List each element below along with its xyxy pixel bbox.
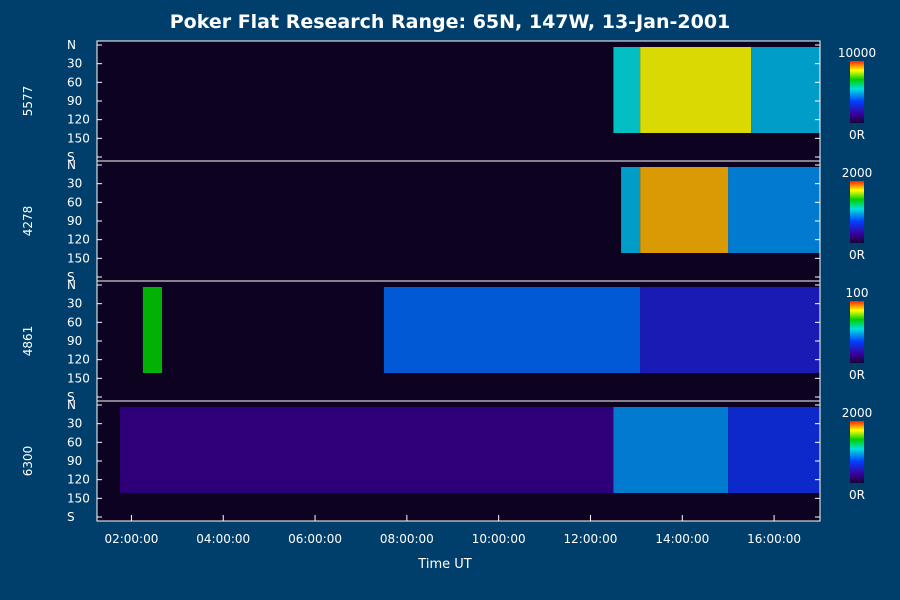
- y-tick-label: 60: [67, 195, 82, 209]
- emission-region: [640, 47, 752, 133]
- y-tick-label: S: [67, 510, 75, 524]
- y-tick-label: 150: [67, 491, 90, 505]
- chart-title: Poker Flat Research Range: 65N, 147W, 13…: [170, 11, 731, 33]
- panels-group: N 30 60 90 120 150 S 5577 10000 0R N 30 60 90 120 150 S 4…: [21, 38, 876, 524]
- y-tick-label: 90: [67, 94, 82, 108]
- y-tick-label: S: [67, 390, 75, 404]
- x-axis-label: Time UT: [417, 557, 471, 572]
- y-tick-label: 120: [67, 353, 90, 367]
- emission-region: [751, 47, 820, 133]
- y-tick-label: 30: [67, 297, 82, 311]
- y-tick-label: 120: [67, 113, 90, 127]
- y-tick-label: 90: [67, 214, 82, 228]
- colorbar: [850, 301, 864, 363]
- y-tick-label: 30: [67, 57, 82, 71]
- y-tick-label: 30: [67, 417, 82, 431]
- colorbar-min-label: 0R: [849, 128, 865, 142]
- emission-region: [383, 287, 641, 373]
- emission-region: [621, 167, 641, 253]
- colorbar: [850, 181, 864, 243]
- colorbar: [850, 421, 864, 483]
- emission-region: [119, 407, 614, 493]
- y-tick-label: 90: [67, 334, 82, 348]
- colorbar: [850, 61, 864, 123]
- y-tick-label: 120: [67, 233, 90, 247]
- y-tick-label: S: [67, 150, 75, 164]
- emission-region: [640, 167, 729, 253]
- panel-5577: N 30 60 90 120 150 S 5577 10000 0R: [21, 38, 876, 164]
- y-tick-label: 120: [67, 473, 90, 487]
- colorbar-max-label: 10000: [838, 46, 876, 60]
- y-tick-label: N: [67, 158, 76, 172]
- x-axis: 02:00:00 04:00:00 06:00:00 08:00:00 10:00:00…: [104, 515, 801, 546]
- emission-region: [728, 407, 820, 493]
- y-tick-label: S: [67, 270, 75, 284]
- x-tick-label: 04:00:00: [196, 532, 250, 546]
- colorbar-min-label: 0R: [849, 248, 865, 262]
- emission-region: [613, 47, 641, 133]
- y-tick-label: N: [67, 398, 76, 412]
- y-tick-label: 150: [67, 371, 90, 385]
- x-tick-label: 10:00:00: [472, 532, 526, 546]
- emission-region: [613, 407, 729, 493]
- x-tick-label: 14:00:00: [655, 532, 709, 546]
- y-tick-label: 90: [67, 454, 82, 468]
- emission-region: [728, 167, 820, 253]
- y-tick-label: 150: [67, 251, 90, 265]
- emission-region: [640, 287, 820, 373]
- y-tick-label: N: [67, 38, 76, 52]
- emission-region: [142, 287, 163, 373]
- x-tick-label: 16:00:00: [747, 532, 801, 546]
- y-tick-label: 60: [67, 75, 82, 89]
- panel-ylabel: 4278: [21, 206, 35, 237]
- y-tick-label: N: [67, 278, 76, 292]
- x-tick-label: 12:00:00: [564, 532, 618, 546]
- y-tick-label: 60: [67, 315, 82, 329]
- x-tick-label: 06:00:00: [288, 532, 342, 546]
- panel-4278: N 30 60 90 120 150 S 4278 2000 0R: [21, 158, 872, 284]
- colorbar-max-label: 2000: [842, 406, 873, 420]
- colorbar-max-label: 2000: [842, 166, 873, 180]
- x-tick-label: 02:00:00: [104, 532, 158, 546]
- panel-4861: N 30 60 90 120 150 S 4861 100 0R: [21, 278, 868, 404]
- panel-ylabel: 5577: [21, 86, 35, 117]
- colorbar-max-label: 100: [846, 286, 869, 300]
- panel-6300: N 30 60 90 120 150 S 6300 2000 0R: [21, 398, 872, 524]
- panel-ylabel: 6300: [21, 446, 35, 477]
- colorbar-min-label: 0R: [849, 368, 865, 382]
- y-tick-label: 30: [67, 177, 82, 191]
- colorbar-min-label: 0R: [849, 488, 865, 502]
- y-tick-label: 60: [67, 435, 82, 449]
- x-tick-label: 08:00:00: [380, 532, 434, 546]
- panel-ylabel: 4861: [21, 326, 35, 357]
- y-tick-label: 150: [67, 131, 90, 145]
